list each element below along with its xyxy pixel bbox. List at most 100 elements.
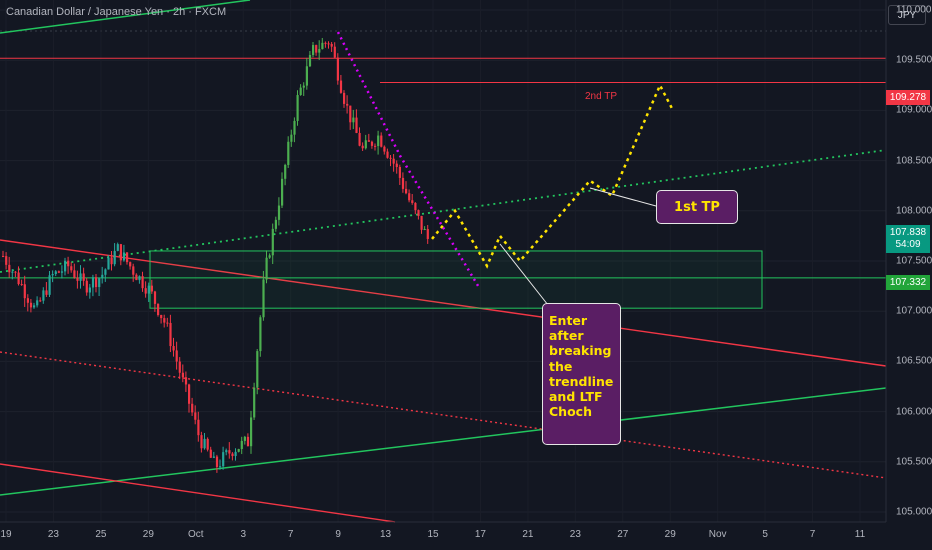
candle-body — [250, 417, 253, 447]
candle-body — [107, 257, 110, 270]
candle-body — [76, 277, 79, 281]
candle-body — [246, 436, 250, 447]
candle-body — [333, 46, 336, 58]
candle-body — [358, 132, 361, 146]
entry-callout[interactable]: Enter after breaking the trendline and L… — [542, 303, 621, 445]
falling-channel-lower-line — [0, 463, 396, 523]
candle-body — [169, 322, 172, 347]
last-price-tag: 107.838 54:09 — [886, 225, 930, 253]
candle-body — [308, 54, 312, 67]
candle-body — [253, 387, 256, 418]
candle-body — [401, 177, 405, 189]
candle-body — [215, 456, 219, 467]
candle-body — [104, 269, 107, 275]
candle-body — [346, 103, 349, 106]
candle-body — [2, 255, 5, 257]
candle-body — [54, 271, 57, 275]
candle-body — [175, 350, 178, 362]
candle-body — [367, 140, 370, 142]
candle-body — [147, 285, 150, 294]
support-channel-lower-line — [0, 387, 887, 496]
candle-body — [417, 210, 420, 216]
candle-body — [85, 280, 88, 293]
candle-body — [265, 257, 268, 280]
candle-body — [312, 45, 315, 55]
time-tick-label: 11 — [854, 529, 866, 540]
entry-callout-pointer — [499, 243, 549, 306]
candle-body — [234, 451, 237, 457]
price-tick-label: 106.000 — [896, 406, 932, 418]
candle-body — [305, 66, 308, 86]
time-tick-label: 13 — [379, 529, 392, 540]
candle-body — [191, 403, 194, 413]
price-projection-path — [431, 82, 675, 269]
candle-body — [82, 273, 85, 281]
candle-body — [135, 274, 138, 281]
tp-price-tag: 109.278 — [886, 90, 930, 105]
candle-body — [389, 157, 392, 159]
support-channel-upper-line — [0, 0, 251, 34]
falling-channel-mid-dotted — [0, 351, 887, 479]
second-tp-label: 2nd TP — [585, 91, 618, 102]
price-tick-label: 107.500 — [896, 255, 932, 267]
candle-body — [426, 229, 429, 239]
price-tick-label: 106.500 — [896, 355, 932, 367]
candle-body — [352, 117, 355, 123]
candle-body — [281, 178, 284, 206]
chart-title: Canadian Dollar / Japanese Yen · 2h · FX… — [6, 6, 227, 18]
current-level-tag: 107.332 — [886, 275, 930, 290]
currency-button[interactable]: JPY — [888, 5, 926, 25]
price-tick-label: 105.000 — [896, 506, 932, 518]
candle-body — [153, 291, 157, 304]
time-tick-label: Nov — [708, 529, 727, 540]
candle-body — [29, 302, 33, 308]
time-tick-label: 17 — [474, 529, 486, 540]
candle-body — [101, 274, 104, 279]
candle-body — [39, 300, 42, 302]
candle-body — [57, 271, 60, 273]
time-tick-label: 9 — [335, 529, 341, 540]
candle-body — [206, 438, 209, 450]
candle-body — [110, 257, 113, 265]
candle-body — [339, 80, 343, 93]
candle-body — [361, 145, 364, 149]
channel-lines — [0, 0, 887, 523]
candle-body — [20, 284, 23, 286]
candle-body — [91, 277, 95, 288]
candle-body — [398, 166, 401, 178]
candle-body — [73, 270, 76, 278]
candle-body — [324, 42, 327, 44]
price-tick-label: 109.000 — [896, 104, 932, 116]
candle-body — [119, 244, 122, 261]
time-tick-label: 3 — [240, 529, 246, 540]
candle-body — [14, 271, 17, 273]
candle-body — [290, 134, 293, 142]
candle-body — [420, 215, 423, 230]
price-tick-label: 108.500 — [896, 155, 932, 167]
candle-body — [79, 273, 82, 281]
candle-body — [274, 219, 277, 229]
candle-body — [256, 351, 259, 388]
candle-body — [355, 117, 358, 133]
entry-line-2: after — [549, 328, 584, 344]
candle-body — [259, 317, 262, 352]
candle-body — [287, 141, 290, 165]
candle-body — [262, 279, 265, 318]
price-tick-label: 107.000 — [896, 305, 932, 317]
candle-body — [225, 450, 228, 453]
candle-body — [163, 318, 166, 323]
candle-body — [374, 145, 377, 147]
candle-body — [8, 264, 11, 273]
price-tick-label: 105.500 — [896, 456, 932, 468]
time-tick-label: 21 — [522, 529, 534, 540]
tp1-callout-pointer — [589, 187, 657, 207]
candle-body — [364, 140, 367, 149]
candle-body — [327, 43, 330, 45]
first-tp-callout[interactable]: 1st TP — [656, 190, 738, 224]
candle-body — [343, 92, 346, 104]
candle-body — [383, 146, 386, 152]
candle-body — [122, 252, 126, 261]
time-tick-label: 27 — [617, 529, 629, 540]
candle-body — [48, 275, 51, 295]
